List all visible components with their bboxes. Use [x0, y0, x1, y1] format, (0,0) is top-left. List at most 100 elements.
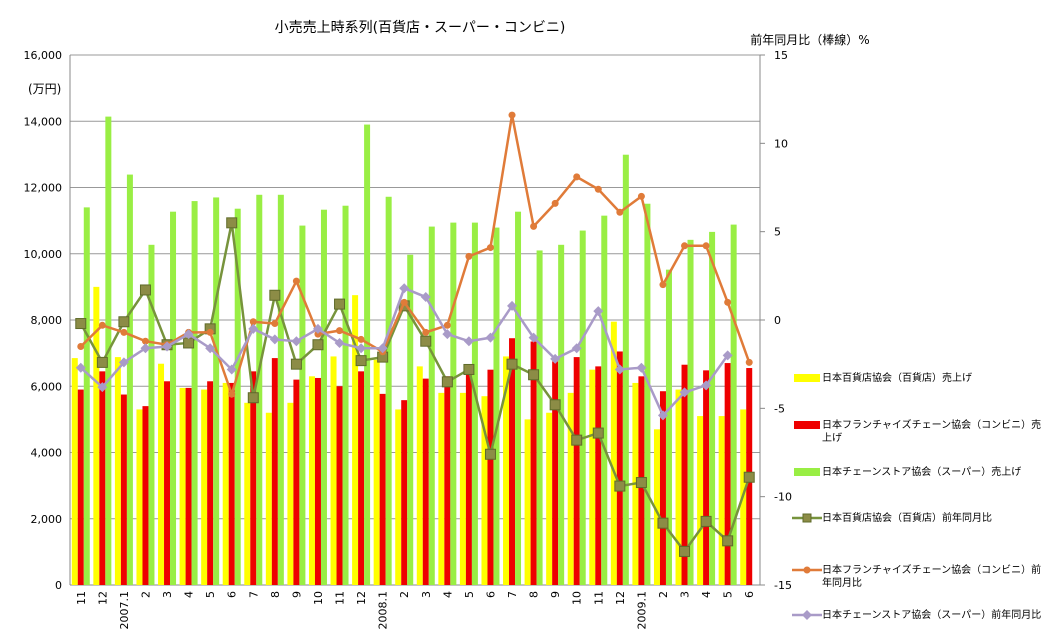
x-tick-label: 12	[614, 591, 627, 605]
marker	[724, 298, 732, 306]
legend-swatch	[792, 513, 822, 523]
marker	[635, 477, 647, 489]
marker	[465, 252, 473, 260]
bar	[126, 174, 133, 586]
bar	[653, 429, 660, 585]
x-tick-label: 2009.1	[635, 591, 648, 630]
marker	[702, 242, 710, 250]
marker	[291, 336, 302, 347]
marker	[657, 410, 668, 421]
marker	[701, 380, 712, 391]
marker	[75, 362, 86, 373]
x-tick-label: 10	[312, 591, 325, 605]
chart-title: 小売売上時系列(百貨店・スーパー・コンビニ)	[275, 19, 566, 36]
bar	[552, 361, 559, 585]
bar	[83, 207, 90, 585]
y2-tick-label: 15	[774, 49, 788, 62]
marker	[442, 329, 453, 340]
legend-swatch	[794, 374, 820, 382]
marker	[679, 545, 691, 557]
x-tick-label: 12	[355, 591, 368, 605]
marker	[594, 185, 602, 193]
marker	[334, 298, 346, 310]
marker	[550, 353, 561, 364]
marker	[247, 392, 259, 404]
bar	[250, 371, 257, 585]
bar	[450, 222, 457, 586]
marker	[508, 111, 516, 119]
bar	[201, 389, 208, 585]
y-tick-label: 6,000	[31, 380, 63, 393]
bar	[644, 203, 651, 585]
x-tick-label: 9	[549, 591, 562, 598]
x-tick-label: 2	[398, 591, 411, 598]
x-tick-label: 4	[700, 591, 713, 598]
bar	[422, 378, 429, 585]
bar	[503, 356, 510, 585]
marker	[722, 350, 733, 361]
bar	[222, 382, 229, 585]
bar	[730, 224, 737, 585]
marker	[400, 298, 408, 306]
x-tick-label: 7	[247, 591, 260, 598]
bar	[481, 396, 488, 585]
marker	[97, 382, 108, 393]
marker	[571, 343, 582, 354]
marker	[593, 306, 604, 317]
bar	[616, 351, 623, 585]
marker	[420, 292, 431, 303]
bar	[164, 381, 171, 585]
marker	[312, 339, 324, 351]
marker	[356, 343, 367, 354]
bar	[601, 215, 608, 585]
bar	[158, 363, 165, 585]
marker	[98, 321, 106, 329]
marker	[228, 390, 236, 398]
y-tick-label: 8,000	[31, 314, 63, 327]
bar	[373, 359, 380, 585]
marker	[528, 369, 540, 381]
marker	[118, 357, 129, 368]
bar	[524, 419, 531, 585]
bar	[277, 194, 284, 585]
legend-item: 日本フランチャイズチェーン協会（コンビニ）売上げ	[792, 419, 1052, 445]
marker	[506, 358, 518, 370]
marker	[75, 318, 87, 330]
x-tick-label: 9	[290, 591, 303, 598]
marker	[271, 320, 279, 328]
legend-item: 日本百貨店協会（百貨店）前年同月比	[792, 512, 1052, 525]
x-tick-label: 8	[528, 591, 541, 598]
y2-tick-label: 0	[774, 314, 781, 327]
marker	[614, 480, 626, 492]
bar	[444, 376, 451, 585]
marker	[592, 427, 604, 439]
bar	[385, 196, 392, 585]
x-tick-label: 6	[226, 591, 239, 598]
x-tick-label: 2008.1	[377, 591, 390, 630]
y2-tick-label: 5	[774, 226, 781, 239]
y-tick-label: 14,000	[24, 115, 63, 128]
bar	[179, 387, 186, 585]
bar	[703, 370, 710, 585]
marker	[399, 283, 410, 294]
legend-label: 日本チェーンストア協会（スーパー）売上げ	[822, 467, 1022, 478]
marker	[183, 329, 194, 340]
y-tick-label: 10,000	[24, 248, 63, 261]
bar	[610, 321, 617, 585]
bar	[675, 389, 682, 585]
y-axis-title: (万円)	[28, 82, 61, 96]
marker	[183, 337, 195, 349]
legend-label: 日本フランチャイズチェーン協会（コンビニ）前年同月比	[822, 565, 1042, 589]
bar	[314, 377, 321, 585]
marker	[549, 399, 561, 411]
bar	[114, 357, 121, 585]
bar	[379, 393, 386, 585]
marker	[722, 535, 734, 547]
bar	[287, 402, 294, 585]
marker	[140, 343, 151, 354]
marker	[485, 332, 496, 343]
marker	[118, 316, 130, 328]
bar	[336, 386, 343, 585]
marker	[679, 387, 690, 398]
legend-item: 日本チェーンストア協会（スーパー）売上げ	[792, 466, 1052, 479]
